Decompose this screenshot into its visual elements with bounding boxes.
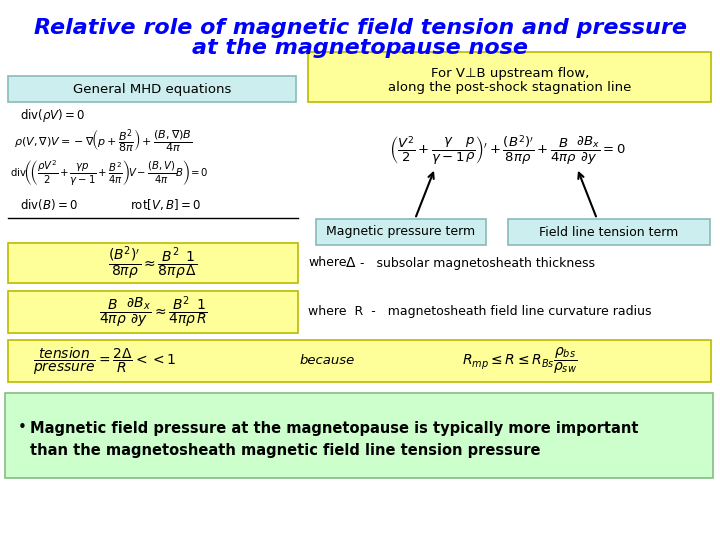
- Text: General MHD equations: General MHD equations: [73, 83, 231, 96]
- FancyBboxPatch shape: [508, 219, 710, 245]
- Text: $\rho(V, \nabla)V = -\nabla\!\left(p + \dfrac{B^2}{8\pi}\right) + \dfrac{(B,\nab: $\rho(V, \nabla)V = -\nabla\!\left(p + \…: [14, 127, 192, 154]
- Text: than the magnetosheath magnetic field line tension pressure: than the magnetosheath magnetic field li…: [30, 442, 541, 457]
- Text: $\left(\dfrac{V^2}{2} + \dfrac{\gamma}{\gamma-1}\dfrac{p}{\rho}\right)' + \dfrac: $\left(\dfrac{V^2}{2} + \dfrac{\gamma}{\…: [390, 133, 626, 167]
- FancyBboxPatch shape: [308, 52, 711, 102]
- FancyBboxPatch shape: [8, 340, 711, 382]
- Text: $\mathrm{rot}[V,B] = 0$: $\mathrm{rot}[V,B] = 0$: [130, 198, 201, 213]
- FancyBboxPatch shape: [316, 219, 486, 245]
- FancyBboxPatch shape: [8, 76, 296, 102]
- Text: $R_{mp} \leq R \leq R_{Bs}\dfrac{\rho_{bs}}{\rho_{sw}}$: $R_{mp} \leq R \leq R_{Bs}\dfrac{\rho_{b…: [462, 346, 577, 376]
- Text: because: because: [300, 354, 355, 368]
- Text: where  R  -   magnetosheath field line curvature radius: where R - magnetosheath field line curva…: [308, 306, 652, 319]
- FancyBboxPatch shape: [8, 243, 298, 283]
- Text: Relative role of magnetic field tension and pressure: Relative role of magnetic field tension …: [34, 18, 686, 38]
- Text: $\mathrm{div}(B) = 0$: $\mathrm{div}(B) = 0$: [20, 198, 78, 213]
- FancyBboxPatch shape: [5, 393, 713, 478]
- Text: $\mathrm{div}\!\left(\!\left(\dfrac{\rho V^2}{2} + \dfrac{\gamma p}{\gamma-1} + : $\mathrm{div}\!\left(\!\left(\dfrac{\rho…: [10, 159, 209, 187]
- Text: $\Delta$: $\Delta$: [345, 256, 356, 270]
- Text: $\dfrac{tension}{pressure} = \dfrac{2\Delta}{R} << 1$: $\dfrac{tension}{pressure} = \dfrac{2\De…: [33, 345, 176, 377]
- Text: $\mathrm{div}(\rho V) = 0$: $\mathrm{div}(\rho V) = 0$: [20, 106, 86, 124]
- Text: $\dfrac{(B^2)'}{8\pi\rho} \approx \dfrac{B^2}{8\pi\rho}\dfrac{1}{\Delta}$: $\dfrac{(B^2)'}{8\pi\rho} \approx \dfrac…: [109, 244, 197, 282]
- Text: Magnetic field pressure at the magnetopause is typically more important: Magnetic field pressure at the magnetopa…: [30, 421, 639, 435]
- Text: -   subsolar magnetosheath thickness: - subsolar magnetosheath thickness: [360, 256, 595, 269]
- Text: where: where: [308, 256, 346, 269]
- Text: •: •: [18, 421, 27, 435]
- Text: at the magnetopause nose: at the magnetopause nose: [192, 38, 528, 58]
- FancyBboxPatch shape: [8, 291, 298, 333]
- Text: Field line tension term: Field line tension term: [539, 226, 679, 239]
- Text: $\dfrac{B}{4\pi\rho}\dfrac{\partial B_x}{\partial y} \approx \dfrac{B^2}{4\pi\rh: $\dfrac{B}{4\pi\rho}\dfrac{\partial B_x}…: [99, 294, 207, 330]
- Text: Magnetic pressure term: Magnetic pressure term: [326, 226, 476, 239]
- Text: along the post-shock stagnation line: along the post-shock stagnation line: [388, 82, 631, 94]
- Text: For V⊥B upstream flow,: For V⊥B upstream flow,: [431, 66, 589, 79]
